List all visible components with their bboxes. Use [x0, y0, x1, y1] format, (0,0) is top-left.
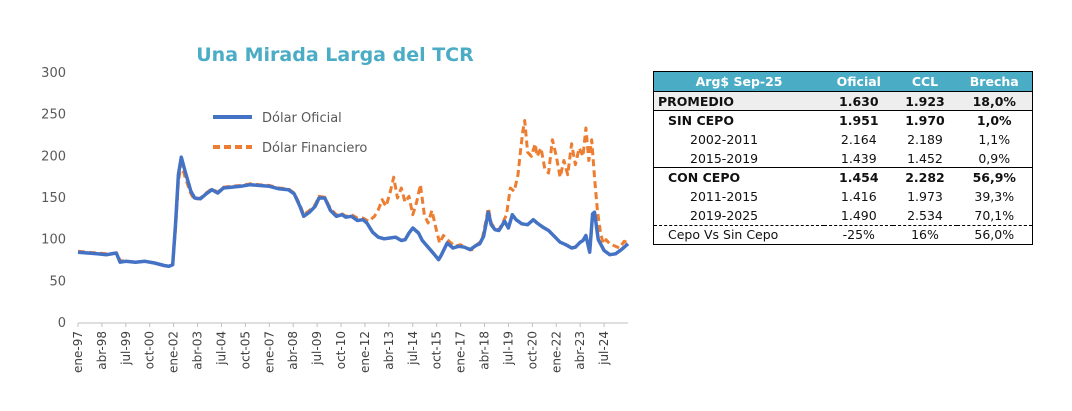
series-line-dolar-oficial	[77, 155, 630, 269]
cell-brecha: 0,9%	[978, 150, 1011, 166]
cell-oficial: -25%	[824, 224, 894, 245]
row-label: 2011-2015	[690, 188, 759, 204]
cell-ccl: 2.189	[907, 131, 943, 147]
cell-ccl: 1.923	[893, 90, 957, 112]
table-row-cepo-vs-sin-cepo: Cepo Vs Sin Cepo -25% 16% 56,0%	[654, 224, 1032, 245]
tcr-line-chart: Una Mirada Larga del TCR 0 50 100 150 200 250…	[41, 44, 630, 373]
chart-legend: Dólar Oficial Dólar Financiero	[213, 111, 367, 156]
x-tick-label: abr-08	[286, 331, 300, 370]
y-tick-label: 300	[41, 66, 66, 81]
table-row: 2019-2025 1.490 2.534 70,1%	[654, 206, 1032, 225]
cell-oficial: 1.490	[840, 207, 877, 223]
x-tick-label: jul-09	[310, 331, 324, 366]
cell-ccl: 1.452	[907, 150, 943, 166]
cell-ccl: 2.282	[893, 167, 957, 188]
header-cell-brecha: Brecha	[956, 72, 1032, 92]
header-cell-period: Arg$ Sep-25	[654, 72, 825, 92]
x-tick-label: oct-10	[334, 331, 348, 369]
cell-brecha: 56,0%	[956, 224, 1032, 245]
x-tick-label: oct-15	[430, 331, 444, 369]
row-label: PROMEDIO	[654, 90, 825, 112]
row-label: 2002-2011	[690, 131, 759, 147]
cell-oficial: 1.630	[824, 90, 894, 112]
cell-brecha: 1,1%	[978, 131, 1011, 147]
cell-oficial: 2.164	[840, 131, 877, 147]
x-tick-label: oct-05	[238, 331, 252, 369]
cell-brecha: 39,3%	[974, 188, 1015, 204]
cell-ccl: 1.970	[905, 113, 945, 129]
cell-brecha: 56,9%	[956, 167, 1032, 188]
x-tick-label: abr-03	[191, 331, 205, 370]
cell-ccl: 2.534	[907, 207, 943, 223]
cell-oficial: 1.439	[840, 150, 877, 166]
x-tick-label: ene-22	[549, 331, 563, 373]
x-tick-label: abr-23	[573, 331, 587, 370]
y-tick-label: 250	[41, 108, 66, 123]
table-row: 2015-2019 1.439 1.452 0,9%	[654, 149, 1032, 168]
row-label: 2019-2025	[690, 207, 759, 223]
x-tick-label: jul-19	[501, 331, 515, 366]
header-cell-oficial: Oficial	[824, 72, 894, 92]
cell-ccl: 1.973	[907, 188, 943, 204]
x-tick-label: oct-20	[525, 331, 539, 369]
x-tick-label: oct-00	[143, 331, 157, 369]
table-header-row: Arg$ Sep-25 Oficial CCL Brecha	[654, 72, 1032, 92]
y-tick-label: 200	[41, 149, 66, 164]
cell-brecha: 70,1%	[974, 207, 1015, 223]
x-tick-label: jul-24	[597, 331, 611, 366]
x-tick-label: abr-13	[382, 331, 396, 370]
y-axis: 0 50 100 150 200 250 300	[41, 66, 66, 331]
legend-label: Dólar Financiero	[262, 141, 367, 156]
x-tick-label: abr-98	[95, 331, 109, 370]
x-tick-label: ene-17	[454, 331, 468, 373]
x-axis: ene-97 abr-98 jul-99 oct-00 ene-02 abr-03 jul-…	[71, 322, 628, 373]
row-label: 2015-2019	[690, 150, 759, 166]
x-tick-label: ene-97	[71, 331, 85, 373]
cell-brecha: 18,0%	[956, 90, 1032, 112]
y-tick-label: 150	[41, 191, 66, 206]
y-tick-label: 0	[58, 316, 66, 331]
table-row-con-cepo: CON CEPO 1.454 2.282 56,9%	[654, 167, 1032, 188]
legend-label: Dólar Oficial	[262, 111, 342, 126]
row-label: SIN CEPO	[668, 113, 734, 129]
x-tick-label: ene-12	[358, 331, 372, 373]
table-row-promedio: PROMEDIO 1.630 1.923 18,0%	[654, 90, 1032, 112]
tcr-summary-table: Arg$ Sep-25 Oficial CCL Brecha PROMEDIO …	[653, 70, 1033, 246]
x-tick-label: jul-04	[214, 331, 228, 366]
table-row: 2002-2011 2.164 2.189 1,1%	[654, 130, 1032, 149]
row-label: Cepo Vs Sin Cepo	[654, 224, 825, 245]
x-tick-label: abr-18	[478, 331, 492, 370]
cell-oficial: 1.416	[840, 188, 877, 204]
x-tick-label: jul-14	[406, 331, 420, 366]
header-cell-ccl: CCL	[893, 72, 957, 92]
x-tick-label: ene-07	[262, 331, 276, 373]
table-row-sin-cepo: SIN CEPO 1.951 1.970 1,0%	[654, 111, 1032, 130]
x-tick-label: jul-99	[119, 331, 133, 366]
y-tick-label: 50	[49, 274, 66, 289]
chart-title: Una Mirada Larga del TCR	[196, 44, 474, 66]
table-row: 2011-2015 1.416 1.973 39,3%	[654, 187, 1032, 206]
cell-oficial: 1.951	[839, 113, 879, 129]
x-tick-label: ene-02	[167, 331, 181, 373]
y-tick-label: 100	[41, 233, 66, 248]
series-layer	[77, 119, 630, 269]
cell-oficial: 1.454	[824, 167, 894, 188]
cell-brecha: 1,0%	[976, 113, 1012, 129]
cell-ccl: 16%	[893, 224, 957, 245]
row-label: CON CEPO	[654, 167, 825, 188]
